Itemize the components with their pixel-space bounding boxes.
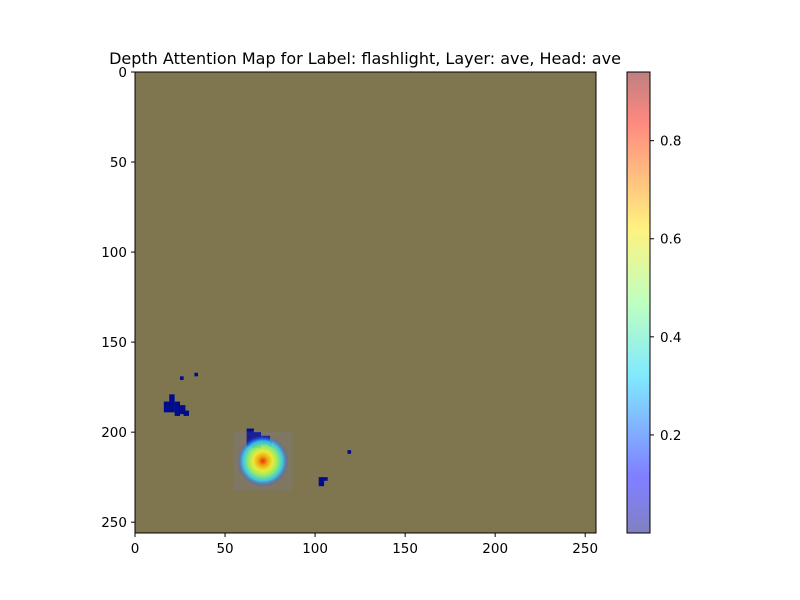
y-tick-label: 250 — [101, 515, 127, 531]
x-tick-label: 50 — [216, 541, 233, 557]
attention-blob — [318, 477, 325, 487]
attention-blob — [322, 477, 328, 481]
colorbar-gradient — [627, 72, 650, 533]
attention-blob — [183, 410, 190, 416]
y-tick-label: 200 — [101, 425, 127, 441]
attention-blob — [347, 450, 352, 454]
heatmap-background — [135, 72, 596, 533]
colorbar-frame — [626, 71, 651, 534]
plot-area: 0 50 100 150 200 250 0 50 100 150 200 250 — [101, 65, 598, 557]
plot-frame — [134, 71, 597, 534]
y-tick-label: 150 — [101, 335, 127, 351]
colorbar-tick-label: 0.6 — [660, 232, 681, 248]
attention-hotspot — [237, 435, 289, 487]
y-axis: 0 50 100 150 200 250 — [101, 65, 135, 531]
colorbar-ticks: 0.2 0.4 0.6 0.8 — [650, 134, 681, 444]
colorbar-tick-label: 0.2 — [660, 428, 681, 444]
colorbar-tick-label: 0.4 — [660, 330, 681, 346]
x-tick-label: 100 — [302, 541, 328, 557]
x-tick-label: 200 — [482, 541, 508, 557]
y-tick-label: 0 — [118, 65, 127, 81]
attention-blob — [163, 401, 175, 413]
attention-blob — [169, 394, 175, 402]
x-tick-label: 250 — [572, 541, 598, 557]
colorbar-tick-label: 0.8 — [660, 134, 681, 150]
y-tick-label: 50 — [110, 155, 127, 171]
colorbar: 0.2 0.4 0.6 0.8 — [626, 71, 681, 534]
attention-blob — [246, 428, 254, 447]
attention-blob — [174, 401, 181, 416]
x-tick-label: 0 — [131, 541, 140, 557]
x-axis: 0 50 100 150 200 250 — [131, 533, 598, 557]
chart-title: Depth Attention Map for Label: flashligh… — [109, 49, 621, 68]
x-tick-label: 150 — [392, 541, 418, 557]
attention-blob — [194, 372, 199, 377]
y-tick-label: 100 — [101, 245, 127, 261]
attention-blob — [180, 376, 184, 380]
attention-blob — [180, 405, 186, 415]
